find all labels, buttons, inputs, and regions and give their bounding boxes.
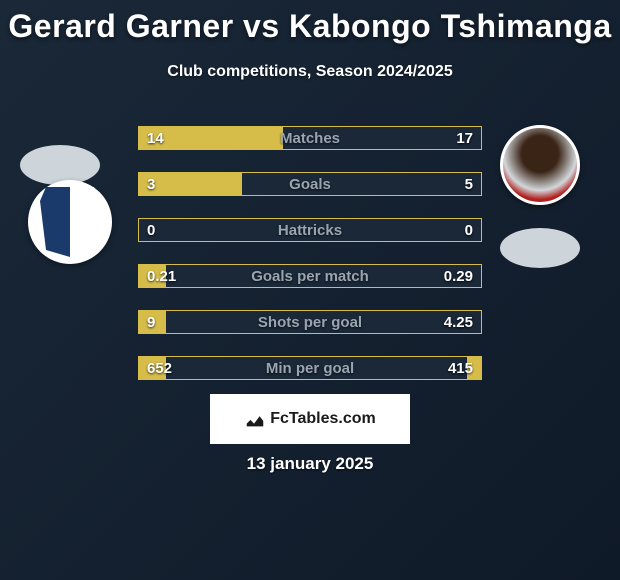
stat-label: Matches [139, 127, 481, 151]
stat-value-right: 4.25 [444, 311, 473, 335]
club-badge-shield-icon [40, 187, 100, 257]
stat-value-left: 9 [147, 311, 155, 335]
stat-label: Min per goal [139, 357, 481, 381]
stat-label: Hattricks [139, 219, 481, 243]
stat-value-right: 415 [448, 357, 473, 381]
stat-value-right: 5 [465, 173, 473, 197]
stat-value-left: 0 [147, 219, 155, 243]
page-title: Gerard Garner vs Kabongo Tshimanga [0, 0, 620, 45]
stat-label: Goals per match [139, 265, 481, 289]
stat-row: Shots per goal9 4.25 [138, 310, 482, 334]
stat-value-right: 0.29 [444, 265, 473, 289]
stat-value-left: 0.21 [147, 265, 176, 289]
stat-label: Shots per goal [139, 311, 481, 335]
stat-row: Goals3 5 [138, 172, 482, 196]
logo-icon [244, 408, 266, 430]
player-left-avatar [20, 145, 100, 185]
stat-value-right: 0 [465, 219, 473, 243]
stat-value-left: 3 [147, 173, 155, 197]
stat-row: Hattricks0 0 [138, 218, 482, 242]
player-left-club-badge [28, 180, 112, 264]
page-date: 13 january 2025 [0, 454, 620, 474]
player-right-avatar [500, 125, 580, 205]
stat-value-left: 14 [147, 127, 164, 151]
brand-footer: FcTables.com [210, 394, 410, 444]
brand-label: FcTables.com [270, 410, 376, 428]
stat-row: Min per goal652 415 [138, 356, 482, 380]
comparison-bars: Matches14 17 Goals3 5 Hattricks0 0 Goals per m… [138, 126, 482, 402]
player-right-club-badge [500, 228, 580, 268]
stat-value-left: 652 [147, 357, 172, 381]
stat-value-right: 17 [456, 127, 473, 151]
page-subtitle: Club competitions, Season 2024/2025 [0, 63, 620, 81]
stat-row: Goals per match0.21 0.29 [138, 264, 482, 288]
stat-row: Matches14 17 [138, 126, 482, 150]
stat-label: Goals [139, 173, 481, 197]
